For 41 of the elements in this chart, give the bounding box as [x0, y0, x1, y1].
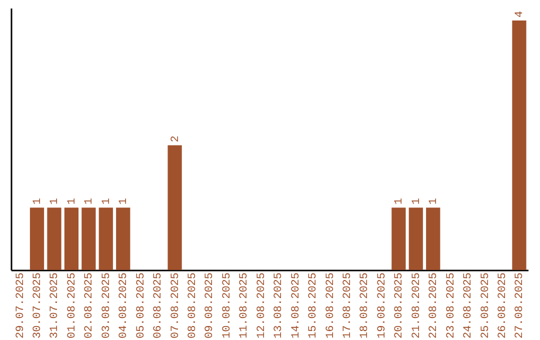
x-tick-label: 29.07.2025 [14, 272, 27, 339]
x-tick-label: 11.08.2025 [238, 272, 251, 339]
data-label: 1 [394, 198, 406, 205]
x-tick-label: 19.08.2025 [376, 272, 388, 339]
x-tick-label: 30.07.2025 [32, 272, 44, 339]
x-tick-label: 04.08.2025 [118, 272, 130, 339]
x-tick-label: 24.08.2025 [462, 272, 475, 339]
x-tick-label: 10.08.2025 [221, 272, 234, 339]
x-tick-label: 18.08.2025 [359, 272, 372, 339]
x-tick-label: 23.08.2025 [445, 272, 458, 339]
data-label: 1 [66, 198, 78, 205]
x-tick-label: 25.08.2025 [480, 272, 492, 339]
x-tick-label: 09.08.2025 [204, 272, 216, 339]
data-label: 1 [118, 198, 130, 205]
data-label: 1 [410, 198, 423, 205]
x-tick-label: 14.08.2025 [290, 272, 302, 339]
x-tick-label: 01.08.2025 [66, 272, 78, 339]
data-label: 1 [32, 198, 44, 205]
data-label: 2 [170, 136, 182, 142]
x-tick-label: 03.08.2025 [100, 272, 113, 339]
x-tick-label: 15.08.2025 [308, 272, 320, 339]
data-label: 4 [514, 10, 526, 18]
x-tick-label: 16.08.2025 [324, 272, 337, 339]
x-tick-label: 20.08.2025 [394, 272, 406, 339]
x-tick-label: 22.08.2025 [428, 272, 440, 339]
x-tick-label: 06.08.2025 [152, 272, 165, 339]
data-label: 1 [49, 198, 62, 205]
x-tick-label: 21.08.2025 [410, 272, 423, 339]
data-label: 1 [428, 198, 440, 205]
x-tick-label: 31.07.2025 [49, 272, 62, 339]
data-label: 1 [100, 198, 113, 205]
x-tick-label: 17.08.2025 [342, 272, 354, 339]
x-tick-label: 13.08.2025 [273, 272, 286, 339]
x-tick-label: 02.08.2025 [84, 272, 96, 339]
x-tick-label: 26.08.2025 [496, 272, 509, 339]
x-tick-label: 12.08.2025 [256, 272, 268, 339]
x-tick-label: 07.08.2025 [170, 272, 182, 339]
x-tick-label: 08.08.2025 [187, 272, 199, 339]
data-label: 1 [84, 198, 96, 205]
x-tick-label: 27.08.2025 [514, 272, 526, 339]
x-tick-label: 05.08.2025 [135, 272, 148, 339]
